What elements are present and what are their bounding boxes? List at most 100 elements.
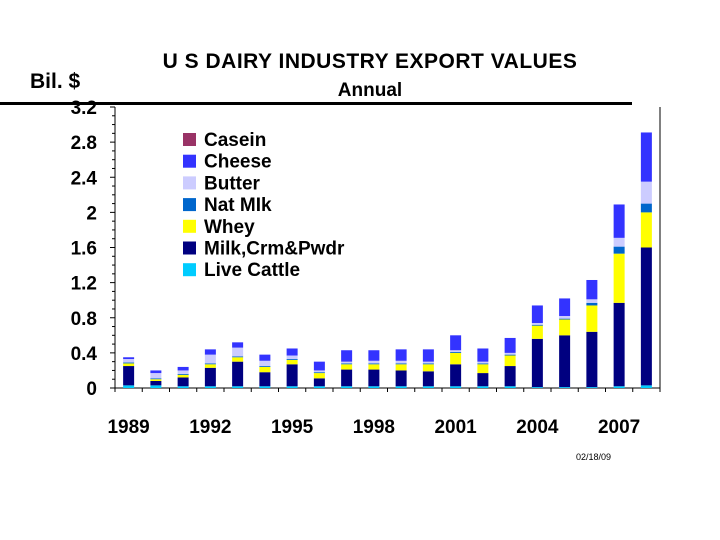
bar-segment-live-cattle: 1990 Live Cattle: 0.03 bbox=[150, 385, 162, 388]
x-tick-label: 1992 bbox=[189, 417, 231, 438]
bar-segment-whey: 1991 Whey: 0.03 bbox=[177, 374, 189, 378]
legend-swatch bbox=[183, 176, 196, 190]
chart-title: U S DAIRY INDUSTRY EXPORT VALUES bbox=[162, 50, 578, 73]
bar-segment-live-cattle: 1989 Live Cattle: 0.03 bbox=[123, 385, 135, 388]
bar-segment-milk-crm-pwdr: 1998 Milk,Crm&Pwdr: 0.19 bbox=[368, 369, 380, 387]
bar-segment-butter: 1993 Butter: 0.1 bbox=[232, 347, 244, 357]
bar-segment-milk-crm-pwdr: 2003 Milk,Crm&Pwdr: 0.23 bbox=[504, 366, 516, 387]
bar-segment-milk-crm-pwdr: 1992 Milk,Crm&Pwdr: 0.21 bbox=[204, 367, 216, 387]
bar-segment-cheese: 2007 Cheese: 0.38 bbox=[613, 204, 625, 238]
bar-segment-live-cattle: 2005 Live Cattle: 0.01 bbox=[559, 387, 571, 388]
bar-segment-whey: 1994 Whey: 0.06 bbox=[259, 366, 271, 373]
bar-segment-milk-crm-pwdr: 1997 Milk,Crm&Pwdr: 0.19 bbox=[341, 369, 353, 387]
bar-segment-milk-crm-pwdr: 1999 Milk,Crm&Pwdr: 0.18 bbox=[395, 370, 407, 387]
bar-segment-butter: 2004 Butter: 0.02 bbox=[531, 323, 543, 325]
bar-segment-whey: 2000 Whey: 0.08 bbox=[422, 364, 434, 372]
bar-segment-whey: 1992 Whey: 0.04 bbox=[204, 364, 216, 368]
y-tick-label: 2 bbox=[86, 203, 97, 224]
bar-segment-milk-crm-pwdr: 1991 Milk,Crm&Pwdr: 0.1 bbox=[177, 377, 189, 387]
bar-segment-live-cattle: 1991 Live Cattle: 0.02 bbox=[177, 386, 189, 388]
bar-segment-live-cattle: 1992 Live Cattle: 0.02 bbox=[204, 386, 216, 388]
title-underline bbox=[0, 102, 632, 105]
bar-segment-nat-mik: 2008 Nat MIk: 0.1 bbox=[640, 203, 652, 213]
bar-segment-cheese: 2003 Cheese: 0.17 bbox=[504, 337, 516, 353]
bar-segment-whey: 1995 Whey: 0.05 bbox=[286, 359, 298, 365]
bar-segment-milk-crm-pwdr: 2001 Milk,Crm&Pwdr: 0.25 bbox=[450, 364, 462, 387]
x-tick-label: 1995 bbox=[271, 417, 314, 438]
bar-segment-cheese: 2001 Cheese: 0.17 bbox=[450, 335, 462, 351]
bar-segment-milk-crm-pwdr: 2007 Milk,Crm&Pwdr: 0.95 bbox=[613, 302, 625, 387]
bar-segment-cheese: 1989 Cheese: 0.02 bbox=[123, 357, 135, 360]
bar-segment-butter: 1997 Butter: 0.02 bbox=[341, 361, 353, 364]
bar-segment-cheese: 1990 Cheese: 0.03 bbox=[150, 370, 162, 374]
bar-segment-milk-crm-pwdr: 2002 Milk,Crm&Pwdr: 0.15 bbox=[477, 373, 489, 387]
bar-segment-whey: 2006 Whey: 0.3 bbox=[586, 305, 598, 332]
bar-segment-butter: 2002 Butter: 0.02 bbox=[477, 361, 489, 364]
bar-segment-cheese: 1996 Cheese: 0.1 bbox=[313, 361, 325, 371]
y-tick-label: 0.8 bbox=[71, 309, 97, 330]
y-tick-label: 2.8 bbox=[71, 133, 97, 154]
bar-segment-whey: 1998 Whey: 0.06 bbox=[368, 364, 380, 370]
y-tick-label: 2.4 bbox=[71, 168, 98, 189]
bar-segment-milk-crm-pwdr: 2006 Milk,Crm&Pwdr: 0.63 bbox=[586, 331, 598, 388]
bar-segment-live-cattle: 2001 Live Cattle: 0.02 bbox=[450, 386, 462, 388]
bar-segment-milk-crm-pwdr: 1996 Milk,Crm&Pwdr: 0.09 bbox=[313, 378, 325, 387]
bar-segment-butter: 1996 Butter: 0.02 bbox=[313, 370, 325, 373]
bar-segment-nat-mik: 1996 Nat MIk: 0.01 bbox=[313, 372, 325, 374]
bar-segment-milk-crm-pwdr: 1995 Milk,Crm&Pwdr: 0.25 bbox=[286, 364, 298, 387]
x-tick-label: 2004 bbox=[516, 417, 559, 438]
x-tick-label: 2007 bbox=[598, 417, 640, 438]
bar-segment-cheese: 2006 Cheese: 0.22 bbox=[586, 279, 598, 300]
bar-segment-cheese: 1993 Cheese: 0.06 bbox=[232, 342, 244, 348]
bar-segment-whey: 1989 Whey: 0.03 bbox=[123, 363, 135, 367]
bar-segment-nat-mik: 1997 Nat MIk: 0.01 bbox=[341, 363, 353, 365]
x-tick-label: 2001 bbox=[434, 417, 477, 438]
bar-segment-whey: 1996 Whey: 0.06 bbox=[313, 373, 325, 379]
bar-segment-butter: 2008 Butter: 0.25 bbox=[640, 181, 652, 204]
bar-segment-butter: 1998 Butter: 0.03 bbox=[368, 360, 380, 364]
bar-segment-whey: 2001 Whey: 0.13 bbox=[450, 352, 462, 365]
y-tick-label: 3.2 bbox=[71, 98, 97, 119]
bar-segment-nat-mik: 1989 Nat MIk: 0.01 bbox=[123, 362, 135, 364]
bar-segment-nat-mik: 1991 Nat MIk: 0.01 bbox=[177, 373, 189, 375]
bar-segment-live-cattle: 2000 Live Cattle: 0.02 bbox=[422, 386, 434, 388]
y-tick-label: 1.2 bbox=[71, 274, 97, 295]
bar-segment-cheese: 2002 Cheese: 0.15 bbox=[477, 348, 489, 362]
legend-swatch bbox=[183, 219, 196, 233]
bar-segment-butter: 1992 Butter: 0.1 bbox=[204, 354, 216, 364]
legend-swatch bbox=[183, 154, 196, 168]
bar-segment-butter: 1995 Butter: 0.04 bbox=[286, 355, 298, 360]
bar-segment-cheese: 2000 Cheese: 0.14 bbox=[422, 349, 434, 362]
bar-segment-nat-mik: 2002 Nat MIk: 0.01 bbox=[477, 363, 489, 365]
bar-segment-nat-mik: 1990 Nat MIk: 0.01 bbox=[150, 378, 162, 380]
bar-segment-cheese: 1997 Cheese: 0.13 bbox=[341, 350, 353, 362]
bar-segment-milk-crm-pwdr: 2008 Milk,Crm&Pwdr: 1.57 bbox=[640, 247, 652, 386]
bar-segment-live-cattle: 1997 Live Cattle: 0.02 bbox=[341, 386, 353, 388]
bar-segment-nat-mik: 2004 Nat MIk: 0.01 bbox=[531, 324, 543, 326]
bar-segment-live-cattle: 1993 Live Cattle: 0.02 bbox=[232, 386, 244, 388]
bar-segment-nat-mik: 1995 Nat MIk: 0.01 bbox=[286, 359, 298, 360]
legend-swatch bbox=[183, 198, 196, 212]
bar-segment-live-cattle: 2002 Live Cattle: 0.02 bbox=[477, 386, 489, 388]
bar-segment-whey: 2005 Whey: 0.18 bbox=[559, 319, 571, 336]
bar-segment-cheese: 1992 Cheese: 0.06 bbox=[204, 349, 216, 355]
bar-segment-live-cattle: 1999 Live Cattle: 0.02 bbox=[395, 386, 407, 388]
bar-segment-live-cattle: 2006 Live Cattle: 0.01 bbox=[586, 387, 598, 388]
bar-segment-nat-mik: 2005 Nat MIk: 0.01 bbox=[559, 318, 571, 320]
bar-segment-whey: 1997 Whey: 0.06 bbox=[341, 364, 353, 370]
bar-segment-butter: 2001 Butter: 0.02 bbox=[450, 350, 462, 352]
bar-segment-nat-mik: 1994 Nat MIk: 0.01 bbox=[259, 366, 271, 367]
date-stamp: 02/18/09 bbox=[576, 452, 612, 462]
legend-label: Butter bbox=[204, 173, 261, 194]
x-tick-label: 1998 bbox=[353, 417, 395, 438]
bar-segment-nat-mik: 2007 Nat MIk: 0.08 bbox=[613, 246, 625, 254]
bar-segment-nat-mik: 2003 Nat MIk: 0.01 bbox=[504, 354, 516, 356]
bar-segment-whey: 1999 Whey: 0.07 bbox=[395, 364, 407, 371]
bar-segment-whey: 2002 Whey: 0.1 bbox=[477, 364, 489, 374]
y-tick-label: 0 bbox=[86, 379, 97, 400]
bar-segment-butter: 2007 Butter: 0.1 bbox=[613, 237, 625, 247]
bar-segment-live-cattle: 1994 Live Cattle: 0.02 bbox=[259, 386, 271, 388]
legend-swatch bbox=[183, 241, 196, 255]
bar-segment-butter: 1994 Butter: 0.06 bbox=[259, 360, 271, 367]
